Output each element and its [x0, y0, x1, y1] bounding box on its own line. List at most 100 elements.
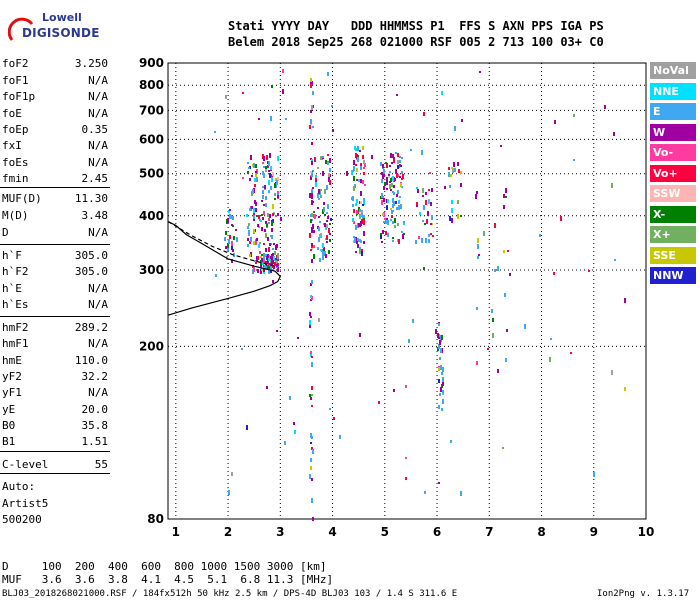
echo-mark [353, 176, 355, 180]
echo-mark [248, 230, 250, 235]
echo-mark [391, 183, 393, 187]
param-key: h`F [2, 249, 22, 262]
echo-mark [276, 180, 278, 185]
echo-mark [476, 191, 478, 194]
echo-mark [397, 153, 399, 157]
echo-mark [363, 198, 365, 201]
auto-code: 500200 [2, 513, 42, 526]
param-row-fof1p: foF1p N/A [2, 89, 108, 105]
echo-mark [255, 262, 257, 264]
echo-mark [362, 146, 364, 150]
echo-mark [395, 201, 397, 204]
param-row-hmf2: hmF2 289.2 [2, 320, 108, 336]
param-value: 32.2 [81, 370, 109, 383]
echo-mark [423, 205, 425, 210]
echo-mark [378, 401, 380, 404]
echo-mark [588, 270, 590, 272]
echo-mark [227, 218, 229, 223]
echo-mark [249, 208, 251, 211]
echo-mark [231, 241, 233, 246]
echo-mark [382, 230, 384, 234]
echo-mark [325, 227, 327, 230]
echo-mark [262, 262, 264, 265]
echo-mark [312, 201, 314, 203]
echo-mark [401, 171, 403, 174]
model-trace-curve [167, 220, 276, 267]
param-row-fof2: foF2 3.250 [2, 56, 108, 72]
echo-mark [553, 272, 555, 275]
echo-mark [322, 243, 324, 248]
logo-lowell: Lowell [42, 11, 82, 24]
echo-mark [252, 189, 254, 194]
echo-mark [440, 348, 442, 353]
echo-mark [267, 165, 269, 168]
digisonde-logo: Lowell DIGISONDE [8, 6, 128, 46]
echo-mark [325, 160, 327, 164]
echo-mark [255, 171, 257, 173]
echo-mark [423, 267, 425, 270]
echo-mark [397, 160, 399, 164]
echo-mark [438, 482, 440, 484]
echo-mark [477, 244, 479, 249]
echo-mark [262, 217, 264, 220]
echo-mark [329, 233, 331, 235]
echo-mark [371, 155, 373, 159]
echo-mark [391, 210, 393, 214]
param-value: N/A [88, 298, 108, 311]
echo-mark [442, 367, 444, 372]
echo-mark [387, 233, 389, 237]
echo-mark [392, 204, 394, 208]
echo-mark [324, 251, 326, 256]
echo-mark [310, 458, 312, 462]
echo-mark [248, 223, 250, 226]
echo-mark [311, 172, 313, 177]
legend-item-sse: SSE [650, 246, 696, 264]
echo-mark [255, 208, 257, 212]
echo-mark [509, 273, 511, 276]
echo-mark [442, 399, 444, 404]
echo-mark [441, 408, 443, 411]
param-row-fxi: fxI N/A [2, 138, 108, 154]
echo-mark [256, 238, 258, 241]
echo-mark [419, 212, 421, 215]
param-row-h-e: h`E N/A [2, 281, 108, 297]
echo-mark [395, 152, 397, 154]
param-value: N/A [88, 156, 108, 169]
param-value: N/A [88, 90, 108, 103]
echo-mark [232, 249, 234, 252]
echo-mark [444, 186, 446, 189]
echo-mark [440, 365, 442, 370]
echo-mark [363, 160, 365, 164]
echo-mark [613, 132, 615, 136]
echo-mark [418, 236, 420, 239]
echo-mark [228, 239, 230, 244]
echo-mark [386, 206, 388, 210]
echo-mark [624, 387, 626, 391]
echo-mark [328, 228, 330, 233]
echo-mark [314, 157, 316, 162]
param-key: D [2, 226, 9, 239]
echo-mark [487, 348, 489, 350]
echo-mark [254, 200, 256, 204]
echo-mark [293, 422, 295, 425]
echo-mark [257, 256, 259, 260]
echo-mark [282, 89, 284, 94]
echo-mark [260, 260, 262, 265]
echo-mark [451, 218, 453, 223]
echo-mark [399, 196, 401, 198]
echo-mark [272, 253, 274, 257]
echo-mark [441, 372, 443, 375]
echo-mark [268, 222, 270, 224]
echo-mark [331, 105, 333, 107]
echo-mark [425, 200, 427, 205]
echo-mark [505, 358, 507, 362]
echo-mark [271, 228, 273, 232]
param-row-hme: hmE 110.0 [2, 353, 108, 369]
echo-mark [276, 330, 278, 332]
echo-mark [262, 162, 264, 164]
echo-mark [360, 201, 362, 204]
echo-mark [271, 178, 273, 182]
echo-mark [394, 218, 396, 223]
echo-mark [438, 367, 440, 371]
echo-mark [261, 214, 263, 216]
